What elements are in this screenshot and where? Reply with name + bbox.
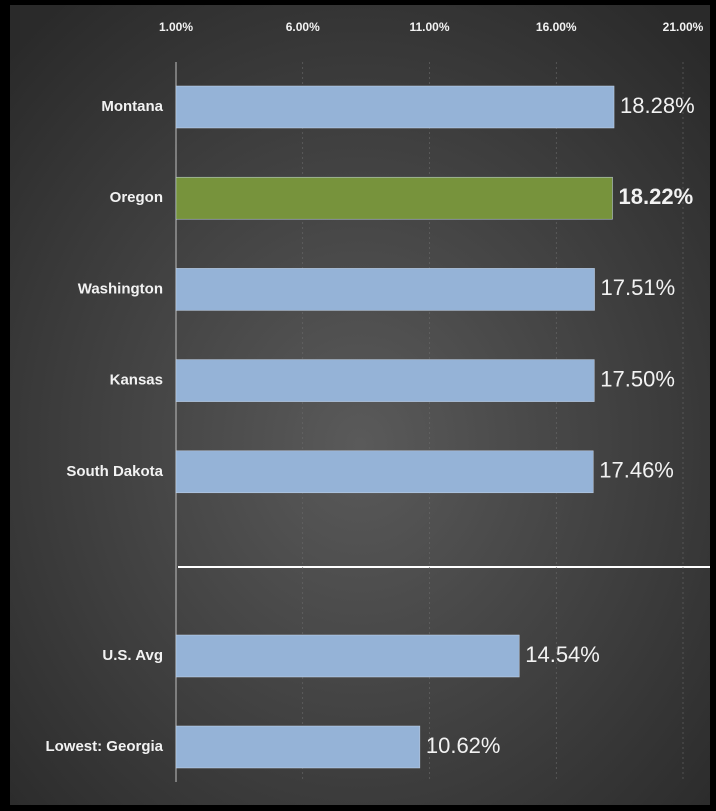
bar — [175, 725, 421, 769]
value-label: 10.62% — [426, 733, 501, 758]
bar — [175, 450, 594, 494]
bar — [175, 634, 520, 678]
category-label: Lowest: Georgia — [45, 738, 163, 755]
bar — [175, 268, 595, 311]
value-label: 17.46% — [599, 458, 674, 483]
x-tick-label: 11.00% — [409, 20, 449, 34]
value-label: 18.28% — [620, 93, 695, 118]
x-tick-label: 1.00% — [159, 20, 193, 34]
bar — [175, 176, 613, 220]
x-tick-label: 21.00% — [663, 20, 704, 34]
category-label: U.S. Avg — [102, 647, 163, 664]
bar — [175, 359, 595, 402]
category-label: Montana — [101, 98, 163, 115]
category-label: Washington — [78, 280, 163, 297]
x-tick-label: 16.00% — [536, 20, 577, 34]
value-label: 17.51% — [601, 275, 676, 300]
bar — [175, 85, 615, 129]
value-label: 18.22% — [619, 184, 694, 209]
category-label: Oregon — [110, 189, 163, 206]
value-label: 14.54% — [525, 642, 600, 667]
category-label: Kansas — [110, 372, 163, 389]
value-label: 17.50% — [600, 366, 675, 391]
x-tick-label: 6.00% — [286, 20, 320, 34]
category-label: South Dakota — [66, 463, 163, 480]
